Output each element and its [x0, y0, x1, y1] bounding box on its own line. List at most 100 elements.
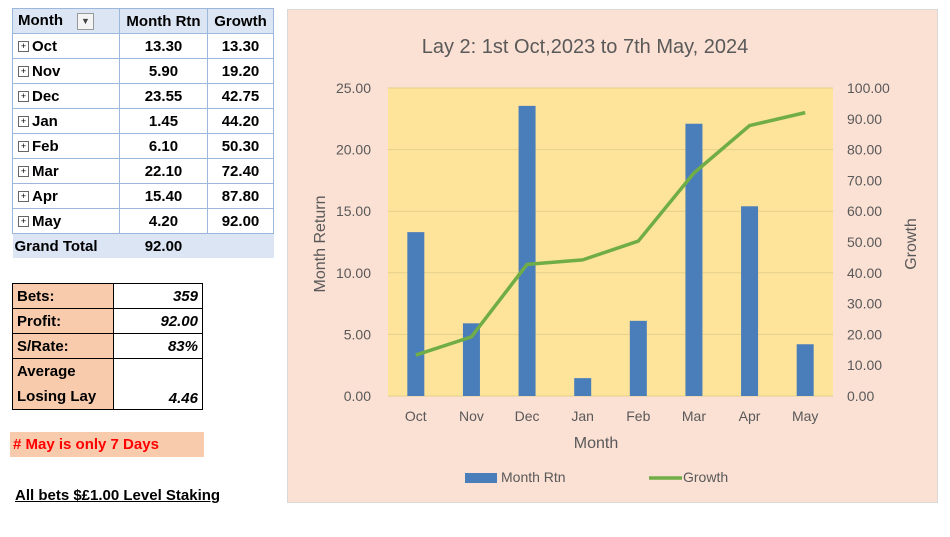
expand-plus-icon[interactable]: + — [18, 216, 29, 228]
pivot-row-jan: + Jan 1.45 44.20 — [12, 108, 274, 134]
growth-cell: 19.20 — [207, 58, 274, 84]
legend: Month Rtn Growth — [465, 469, 728, 485]
expand-plus-icon[interactable]: + — [18, 116, 29, 128]
grand-total-value: 92.00 — [119, 233, 208, 258]
pivot-table: Month ▼ Month Rtn Growth + Oct 13.30 13.30 + N… — [12, 8, 274, 258]
avg-label-line1: Average — [17, 363, 76, 380]
y2-tick-label: 50.00 — [847, 234, 882, 250]
legend-growth-label: Growth — [683, 469, 728, 485]
y-tick-label: 10.00 — [336, 265, 371, 281]
month-rtn-cell: 23.55 — [119, 83, 208, 109]
month-label: Feb — [32, 137, 59, 155]
month-label: Nov — [32, 62, 61, 80]
y-axis-ticks: 0.00 5.00 10.00 15.00 20.00 25.00 — [336, 80, 371, 404]
pivot-row-feb: + Feb 6.10 50.30 — [12, 133, 274, 159]
grand-total-empty — [207, 233, 274, 258]
bar-may — [796, 344, 814, 396]
x-axis-title: Month — [574, 435, 618, 452]
month-rtn-cell: 15.40 — [119, 183, 208, 209]
expand-plus-icon[interactable]: + — [18, 91, 29, 103]
pivot-row-oct: + Oct 13.30 13.30 — [12, 33, 274, 59]
stats-row-bets: Bets: 359 — [12, 283, 203, 309]
expand-plus-icon[interactable]: + — [18, 41, 29, 53]
bets-value: 359 — [113, 283, 203, 309]
chart-area[interactable]: Lay 2: 1st Oct,2023 to 7th May, 2024 0.0… — [287, 9, 938, 503]
month-rtn-cell: 5.90 — [119, 58, 208, 84]
y-axis-title: Month Return — [312, 196, 329, 293]
month-rtn-header: Month Rtn — [119, 8, 208, 34]
month-cell: + Nov — [12, 58, 120, 84]
month-label: Apr — [32, 187, 58, 205]
y2-tick-label: 0.00 — [847, 388, 874, 404]
expand-plus-icon[interactable]: + — [18, 66, 29, 78]
grand-total-label: Grand Total — [12, 233, 120, 258]
month-cell: + Mar — [12, 158, 120, 184]
bar-apr — [741, 206, 759, 396]
x-axis-ticks: Oct Nov Dec Jan Feb Mar Apr May — [405, 408, 818, 424]
month-cell: + Dec — [12, 83, 120, 109]
y2-tick-label: 10.00 — [847, 357, 882, 373]
month-label: Oct — [32, 37, 58, 55]
bar-dec — [518, 105, 536, 396]
y2-tick-label: 60.00 — [847, 203, 882, 219]
growth-cell: 42.75 — [207, 83, 274, 109]
bets-label: Bets: — [12, 283, 114, 309]
pivot-row-nov: + Nov 5.90 19.20 — [12, 58, 274, 84]
filter-dropdown-icon[interactable]: ▼ — [76, 12, 94, 30]
y-tick-label: 0.00 — [344, 388, 371, 404]
y2-tick-label: 20.00 — [847, 326, 882, 342]
stats-table: Bets: 359 Profit: 92.00 S/Rate: 83% Aver… — [12, 283, 203, 410]
combo-chart: Lay 2: 1st Oct,2023 to 7th May, 2024 0.0… — [312, 36, 920, 485]
y2-tick-label: 30.00 — [847, 296, 882, 312]
stats-row-avg: Average Losing Lay 4.46 — [12, 358, 203, 410]
growth-cell: 72.40 — [207, 158, 274, 184]
pivot-row-dec: + Dec 23.55 42.75 — [12, 83, 274, 109]
month-rtn-cell: 1.45 — [119, 108, 208, 134]
avg-losing-lay-value: 4.46 — [113, 358, 203, 410]
may-note: # May is only 7 Days — [10, 432, 204, 457]
avg-losing-lay-label: Average Losing Lay — [12, 358, 114, 410]
expand-plus-icon[interactable]: + — [18, 141, 29, 153]
month-rtn-cell: 6.10 — [119, 133, 208, 159]
y2-tick-label: 100.00 — [847, 80, 890, 96]
x-tick-label: Mar — [682, 408, 706, 424]
staking-note: All bets $£1.00 Level Staking — [15, 487, 221, 504]
y-tick-label: 25.00 — [336, 80, 371, 96]
y2-axis-title: Growth — [903, 218, 920, 270]
month-header-label: Month — [18, 12, 63, 30]
pivot-row-may: + May 4.20 92.00 — [12, 208, 274, 234]
growth-cell: 44.20 — [207, 108, 274, 134]
profit-value: 92.00 — [113, 308, 203, 334]
y2-axis-ticks: 0.00 10.00 20.00 30.00 40.00 50.00 60.00 70.00 8… — [847, 80, 890, 404]
legend-month-rtn-swatch — [465, 473, 497, 483]
pivot-row-mar: + Mar 22.10 72.40 — [12, 158, 274, 184]
month-label: May — [32, 212, 62, 230]
x-tick-label: May — [792, 408, 818, 424]
growth-cell: 92.00 — [207, 208, 274, 234]
srate-label: S/Rate: — [12, 333, 114, 359]
legend-month-rtn-label: Month Rtn — [501, 469, 566, 485]
y2-tick-label: 80.00 — [847, 142, 882, 158]
month-rtn-cell: 13.30 — [119, 33, 208, 59]
bar-series — [407, 105, 814, 396]
avg-label-line2: Losing Lay — [17, 388, 97, 405]
bar-jan — [574, 378, 592, 396]
y-tick-label: 5.00 — [344, 326, 371, 342]
x-tick-label: Dec — [515, 408, 540, 424]
profit-label: Profit: — [12, 308, 114, 334]
bar-oct — [407, 232, 425, 396]
growth-line — [415, 110, 806, 357]
month-rtn-cell: 4.20 — [119, 208, 208, 234]
expand-plus-icon[interactable]: + — [18, 191, 29, 203]
month-cell: + Oct — [12, 33, 120, 59]
pivot-row-apr: + Apr 15.40 87.80 — [12, 183, 274, 209]
growth-header: Growth — [207, 8, 274, 34]
expand-plus-icon[interactable]: + — [18, 166, 29, 178]
x-tick-label: Oct — [405, 408, 427, 424]
grand-total-row: Grand Total 92.00 — [12, 233, 274, 258]
x-tick-label: Nov — [459, 408, 484, 424]
y2-tick-label: 90.00 — [847, 111, 882, 127]
bar-mar — [685, 123, 703, 396]
bar-feb — [629, 320, 647, 396]
growth-cell: 50.30 — [207, 133, 274, 159]
